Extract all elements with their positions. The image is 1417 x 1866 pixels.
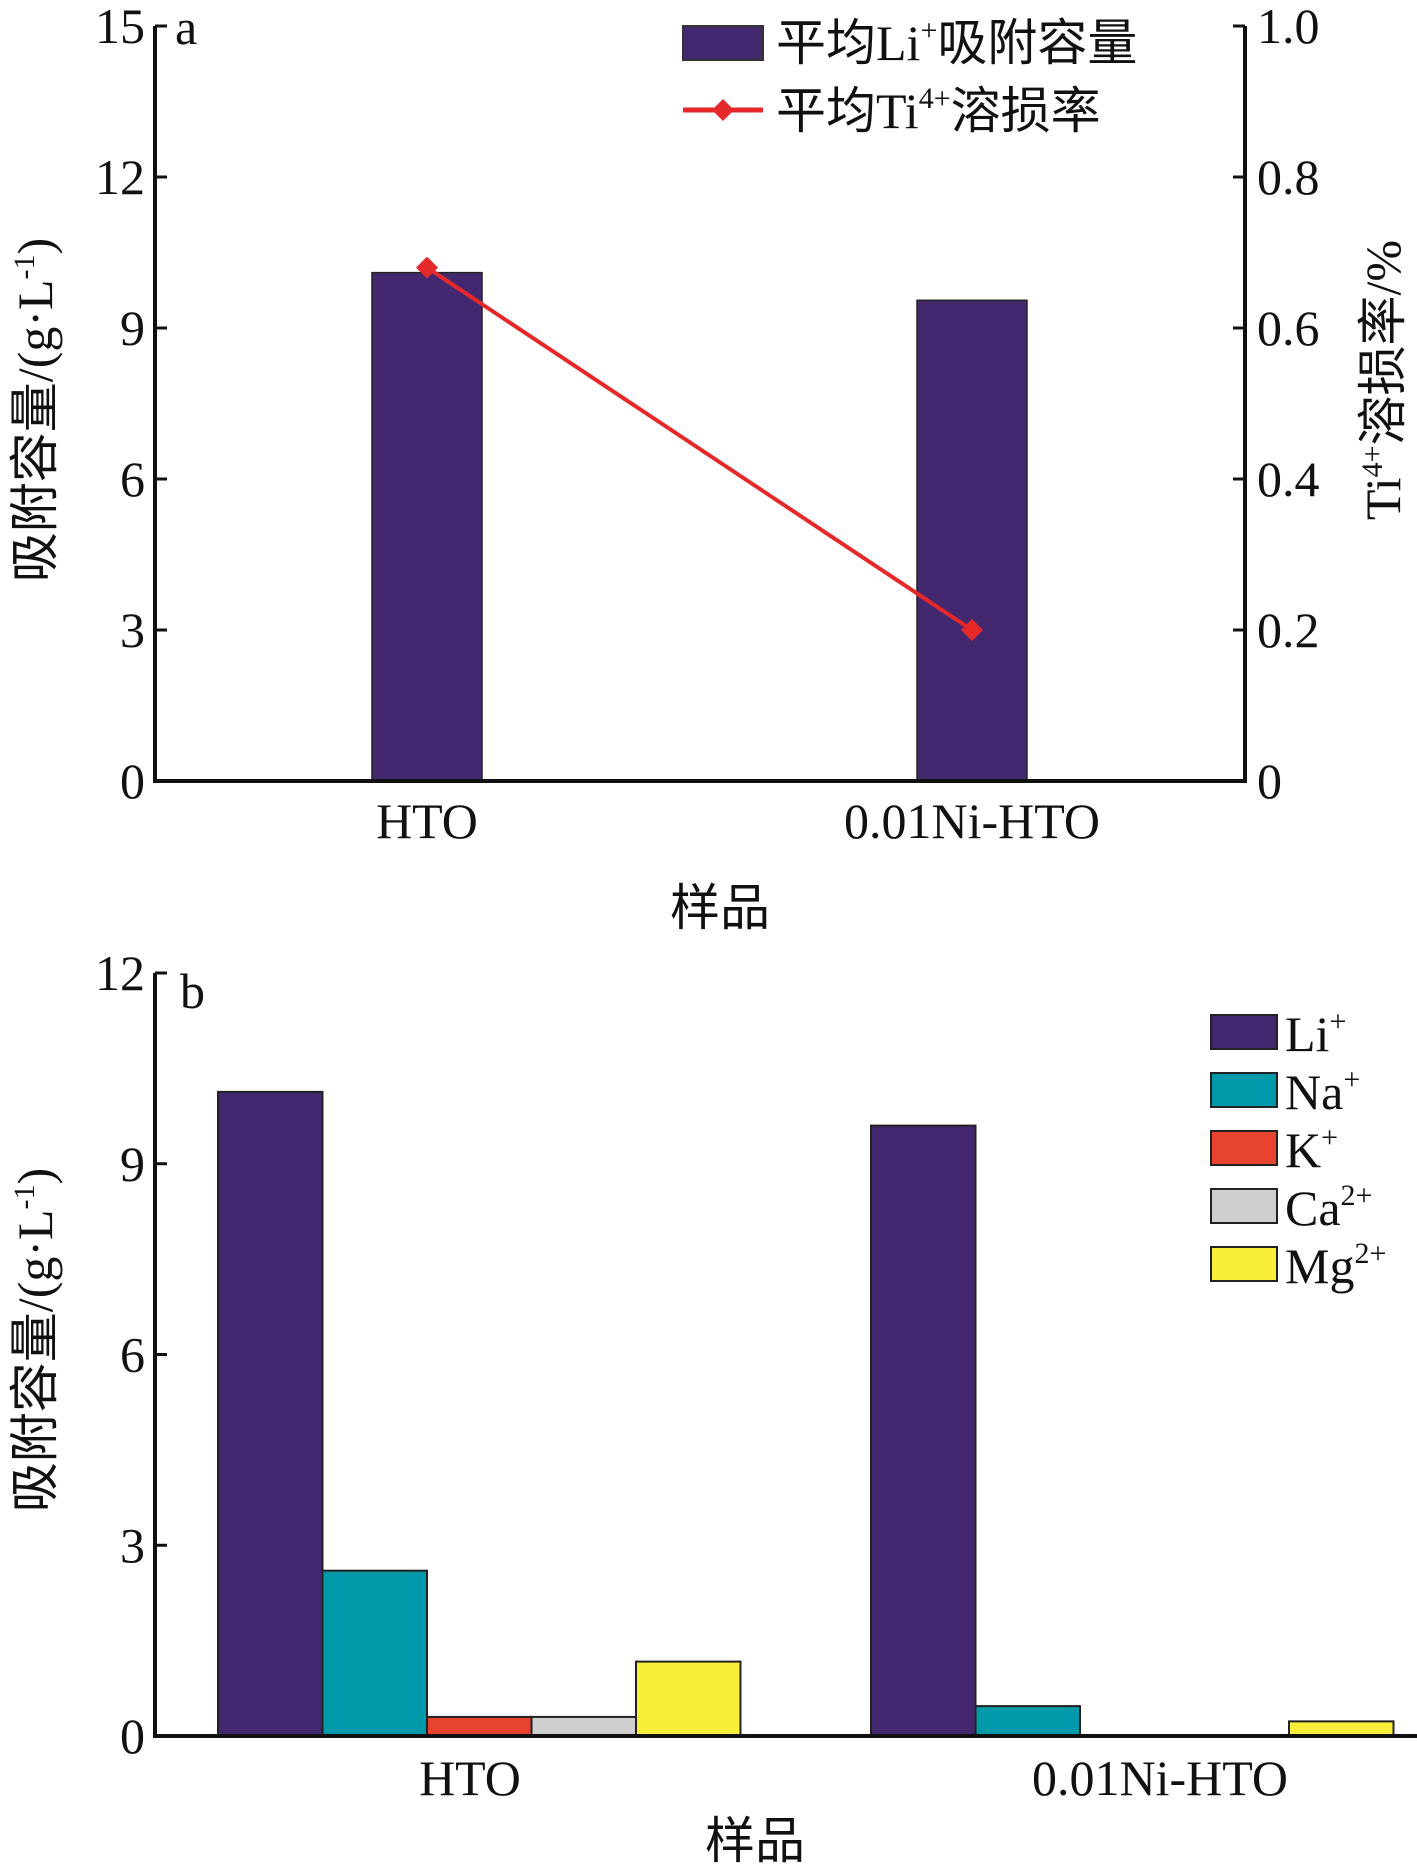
y-tick-label: 3 xyxy=(120,602,145,658)
bar-na-1 xyxy=(974,1705,1081,1738)
bar-mg-0 xyxy=(635,1660,742,1738)
panel-a-xtick-hto: HTO xyxy=(376,793,478,849)
legend-bar-swatch xyxy=(682,25,764,61)
bar-na-0 xyxy=(321,1569,428,1738)
y-tick-label: 0 xyxy=(120,753,145,809)
y-tick-label: 9 xyxy=(120,1136,145,1192)
bar-ca-0 xyxy=(530,1715,637,1738)
legend-label-na: Na+ xyxy=(1285,1063,1360,1120)
panel-a: a 0 3 6 9 12 15 0 0.2 0.4 0.6 0.8 1.0 HTO 0.01Ni-HT… xyxy=(7,0,1411,936)
bar-k-0 xyxy=(426,1715,533,1738)
legend-swatch-k xyxy=(1210,1130,1278,1166)
panel-a-ticks: 0 3 6 9 12 15 0 0.2 0.4 0.6 0.8 1.0 xyxy=(95,0,1320,809)
legend-label-ca: Ca2+ xyxy=(1285,1179,1372,1236)
y-tick-label: 12 xyxy=(95,945,145,1001)
panel-b-ticks: 0 3 6 9 12 xyxy=(95,945,167,1764)
panel-b-label: b xyxy=(180,963,205,1019)
y-tick-label: 9 xyxy=(120,300,145,356)
panel-b-xtick-hto: HTO xyxy=(419,1750,521,1806)
y-tick-label: 6 xyxy=(120,1327,145,1383)
panel-b-legend: Li+Na+K+Ca2+Mg2+ xyxy=(1210,1005,1386,1294)
y-tick-label: 15 xyxy=(95,0,145,54)
legend-bar-label: 平均Li+吸附容量 xyxy=(776,14,1137,71)
bar-li-1 xyxy=(870,1124,977,1737)
panel-a-legend: 平均Li+吸附容量 平均Ti4+溶损率 xyxy=(682,14,1137,139)
panel-b-xtick-ni: 0.01Ni-HTO xyxy=(1032,1750,1288,1806)
panel-b-ylabel: 吸附容量/(g·L-1) xyxy=(7,1168,63,1512)
legend-label-k: K+ xyxy=(1285,1121,1338,1178)
y2-tick-label: 0.2 xyxy=(1257,602,1320,658)
legend-label-mg: Mg2+ xyxy=(1285,1237,1386,1294)
y2-tick-label: 0.4 xyxy=(1257,451,1320,507)
panel-a-bars xyxy=(371,271,1028,782)
panel-a-line xyxy=(416,256,983,641)
legend-swatch-na xyxy=(1210,1072,1278,1108)
panel-a-xtick-ni: 0.01Ni-HTO xyxy=(844,793,1100,849)
ti-loss-point-0 xyxy=(416,256,438,279)
panel-a-axes xyxy=(153,26,1247,783)
bar-li-adsorption-0 xyxy=(371,271,483,782)
panel-b-bars xyxy=(217,1090,1395,1738)
panel-a-y2label: Ti4+溶损率/% xyxy=(1355,240,1411,520)
y-tick-label: 12 xyxy=(95,149,145,205)
legend-label-li: Li+ xyxy=(1285,1005,1346,1062)
bar-li-adsorption-1 xyxy=(916,299,1028,782)
panel-b-xlabel: 样品 xyxy=(705,1813,805,1866)
ti-loss-line xyxy=(425,265,974,632)
y2-tick-label: 0 xyxy=(1257,753,1282,809)
bar-li-0 xyxy=(217,1090,324,1738)
y2-tick-label: 0.6 xyxy=(1257,300,1320,356)
panel-a-label: a xyxy=(175,0,197,55)
legend-swatch-mg xyxy=(1210,1246,1278,1282)
y-tick-label: 0 xyxy=(120,1708,145,1764)
y2-tick-label: 1.0 xyxy=(1257,0,1320,54)
legend-swatch-li xyxy=(1210,1014,1278,1050)
y-tick-label: 6 xyxy=(120,451,145,507)
legend-line-label: 平均Ti4+溶损率 xyxy=(776,82,1101,139)
legend-swatch-ca xyxy=(1210,1188,1278,1224)
ti-loss-point-1 xyxy=(961,619,983,641)
legend-diamond-marker xyxy=(712,99,734,121)
bar-mg-1 xyxy=(1288,1720,1395,1738)
panel-a-ylabel: 吸附容量/(g·L-1) xyxy=(7,238,63,582)
y2-tick-label: 0.8 xyxy=(1257,149,1320,205)
panel-a-xlabel: 样品 xyxy=(670,880,770,936)
y-tick-label: 3 xyxy=(120,1517,145,1573)
